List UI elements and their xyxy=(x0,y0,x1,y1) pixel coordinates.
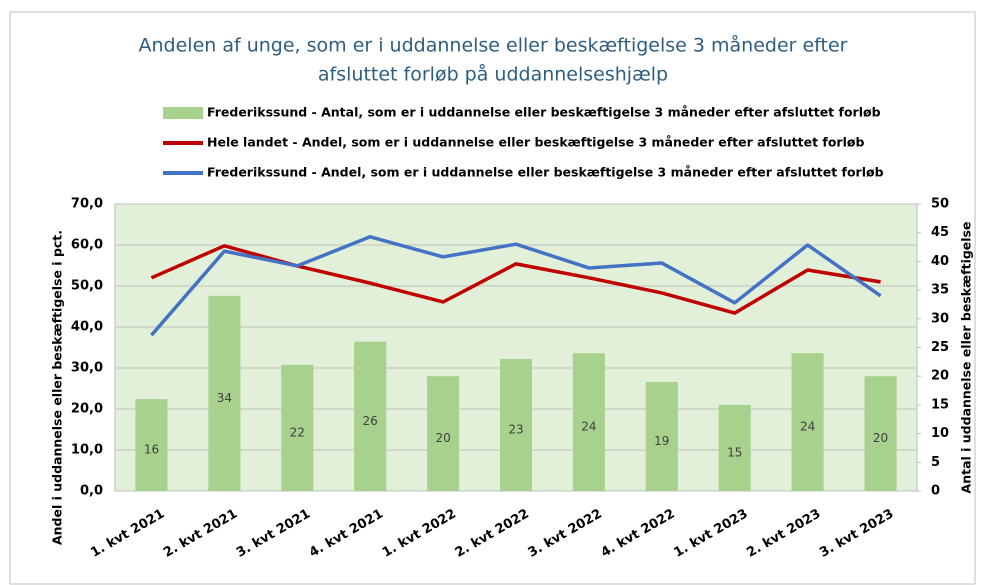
bar xyxy=(354,341,387,491)
line xyxy=(150,235,882,337)
chart-title: afsluttet forløb på uddannelseshjælp xyxy=(318,63,668,86)
y2-tick-label: 40 xyxy=(931,254,949,269)
value-label: 34 xyxy=(217,391,232,405)
y2-tick-label: 25 xyxy=(931,340,949,355)
bar xyxy=(718,404,751,491)
y2-tick-label: 50 xyxy=(931,197,949,212)
bar xyxy=(499,358,533,491)
bar xyxy=(208,295,241,491)
bar xyxy=(281,364,314,491)
y2-tick-label: 45 xyxy=(931,225,949,240)
value-label: 22 xyxy=(290,425,305,439)
y-tick-label: 20,0 xyxy=(71,402,103,417)
chart-title: Andelen af unge, som er i uddannelse ell… xyxy=(139,34,848,57)
legend-label: Frederikssund - Antal, som er i uddannel… xyxy=(207,105,881,120)
y2-tick-label: 30 xyxy=(931,311,949,326)
bar xyxy=(135,399,168,491)
y-tick-label: 30,0 xyxy=(71,361,103,376)
bar xyxy=(864,376,897,491)
value-label: 15 xyxy=(727,445,742,459)
y-axis-title: Andel i uddannelse eller beskæftigelse i… xyxy=(50,230,65,545)
y-tick-label: 60,0 xyxy=(71,238,103,253)
y-tick-label: 40,0 xyxy=(71,320,103,335)
legend-label: Frederikssund - Andel, som er i uddannel… xyxy=(207,165,884,180)
y-tick-label: 10,0 xyxy=(71,443,103,458)
y2-tick-label: 20 xyxy=(931,369,949,384)
y2-tick-label: 15 xyxy=(931,397,949,412)
value-label: 19 xyxy=(654,434,669,448)
bar xyxy=(572,353,605,491)
y2-tick-label: 35 xyxy=(931,283,949,298)
y2-axis-title: Antal i uddannelse eller beskæftigelse xyxy=(959,222,974,494)
value-label: 20 xyxy=(435,431,450,445)
y-tick-label: 70,0 xyxy=(71,197,103,212)
bar xyxy=(791,353,824,491)
value-label: 16 xyxy=(144,443,159,457)
value-label: 20 xyxy=(873,431,888,445)
value-label: 24 xyxy=(581,420,596,434)
y-tick-label: 0,0 xyxy=(80,484,103,499)
legend-label: Hele landet - Andel, som er i uddannelse… xyxy=(207,135,864,150)
bar xyxy=(427,376,460,491)
bar xyxy=(645,381,678,491)
value-label: 24 xyxy=(800,420,815,434)
value-label: 26 xyxy=(363,414,378,428)
y2-tick-label: 5 xyxy=(931,455,940,470)
legend-swatch xyxy=(163,107,203,119)
y2-tick-label: 0 xyxy=(931,484,940,499)
y2-tick-label: 10 xyxy=(931,426,949,441)
value-label: 23 xyxy=(508,422,523,436)
y-tick-label: 50,0 xyxy=(71,279,103,294)
